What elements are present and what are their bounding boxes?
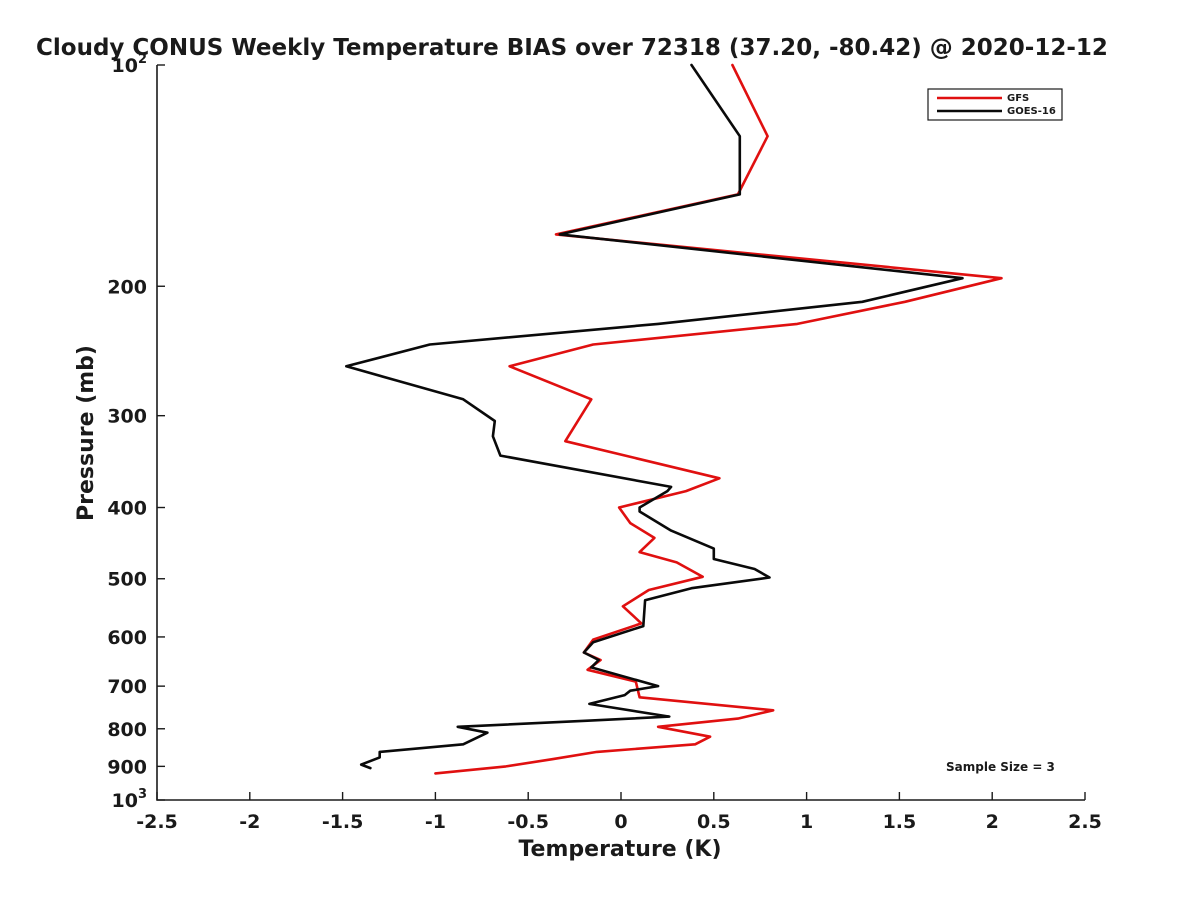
y-tick-label: 900	[107, 756, 147, 778]
x-tick-label: -1.5	[322, 811, 364, 833]
x-tick-label: -2.5	[136, 811, 178, 833]
x-tick-label: -2	[239, 811, 260, 833]
y-tick-label: 400	[107, 498, 147, 520]
x-tick-label: 2	[986, 811, 999, 833]
sample-size-annotation: Sample Size = 3	[946, 760, 1055, 774]
series-layer	[344, 63, 1003, 775]
y-tick-label: 200	[107, 276, 147, 298]
x-tick-label: 0.5	[697, 811, 731, 833]
legend: GFS GOES-16	[927, 88, 1063, 121]
series-line-goes-16	[344, 63, 964, 770]
x-tick-label: 1	[800, 811, 813, 833]
y-tick-label: 102	[112, 52, 148, 77]
axis-lines	[156, 65, 1085, 801]
y-tick-label: 300	[107, 406, 147, 428]
legend-box	[927, 88, 1063, 121]
series-line-gfs	[434, 63, 1003, 775]
x-tick-label: 0	[614, 811, 627, 833]
x-tick-label: -1	[425, 811, 446, 833]
x-axis-label: Temperature (K)	[518, 837, 721, 862]
y-tick-label: 700	[107, 676, 147, 698]
y-tick-label: 800	[107, 719, 147, 741]
plot-area: -2.5 -2 -1.5 -1 -0.5 0 0.5 1 1.5 2 2.5 102 200 300 40…	[107, 52, 1102, 833]
x-tick-label: 1.5	[883, 811, 917, 833]
x-tick-label: -0.5	[507, 811, 549, 833]
y-tick-label: 600	[107, 627, 147, 649]
y-axis-ticks: 102 200 300 400 500 600 700 800 900 103	[107, 52, 165, 812]
chart-title: Cloudy CONUS Weekly Temperature BIAS ove…	[36, 35, 1108, 61]
y-axis-label: Pressure (mb)	[74, 345, 99, 521]
y-tick-label: 103	[112, 787, 148, 812]
x-axis-ticks: -2.5 -2 -1.5 -1 -0.5 0 0.5 1 1.5 2 2.5	[136, 792, 1102, 833]
y-tick-label: 500	[107, 569, 147, 591]
x-tick-label: 2.5	[1068, 811, 1102, 833]
legend-label-gfs: GFS	[1007, 93, 1029, 104]
legend-label-goes-16: GOES-16	[1007, 106, 1056, 117]
